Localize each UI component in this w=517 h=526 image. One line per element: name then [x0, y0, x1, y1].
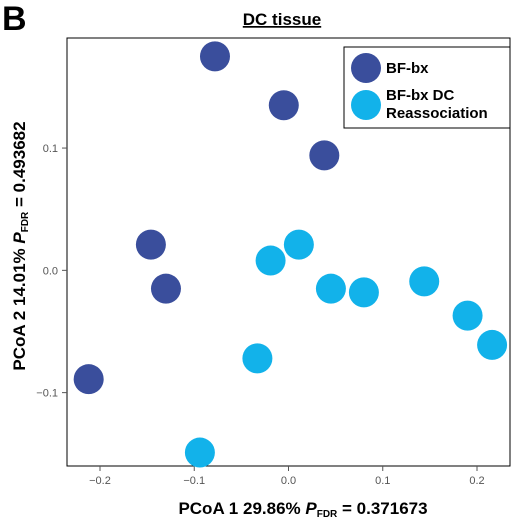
x-axis-label: PCoA 1 29.86% PFDR = 0.371673	[178, 499, 427, 520]
x-tick-label: 0.2	[469, 475, 484, 487]
y-tick-label: 0.0	[43, 265, 58, 277]
point-bf-bx-dc-reassociation	[452, 300, 483, 331]
y-tick-label: −0.1	[36, 388, 58, 400]
legend-label-bf-bx-dc-reassociation: BF-bx DC Reassociation	[386, 87, 488, 122]
point-bf-bx-dc-reassociation	[348, 277, 379, 308]
data-points	[73, 41, 508, 468]
legend-label-bf-bx: BF-bx	[386, 60, 429, 77]
x-tick-label: 0.0	[281, 475, 296, 487]
y-axis-label: PCoA 2 14.01% PFDR = 0.493682	[10, 121, 31, 370]
chart-title: DC tissue	[243, 10, 321, 29]
legend: BF-bx BF-bx DC Reassociation	[343, 46, 511, 129]
y-tick-label: 0.1	[43, 143, 58, 155]
legend-marker-bf-bx-dc-reassociation	[351, 90, 381, 120]
y-axis-ticks: −0.1 0.0 0.1	[36, 143, 67, 400]
x-tick-label: 0.1	[375, 475, 390, 487]
point-bf-bx-dc-reassociation	[283, 229, 314, 260]
point-bf-bx	[309, 140, 340, 171]
point-bf-bx	[150, 273, 181, 304]
x-tick-label: −0.1	[183, 475, 205, 487]
x-axis-ticks: −0.2 −0.1 0.0 0.1 0.2	[89, 466, 485, 487]
point-bf-bx	[268, 90, 299, 121]
point-bf-bx-dc-reassociation	[315, 273, 346, 304]
point-bf-bx-dc-reassociation	[409, 266, 440, 297]
point-bf-bx-dc-reassociation	[477, 329, 508, 360]
point-bf-bx	[135, 229, 166, 260]
legend-marker-bf-bx	[351, 53, 381, 83]
point-bf-bx	[73, 364, 104, 395]
point-bf-bx-dc-reassociation	[242, 343, 273, 374]
point-bf-bx	[199, 41, 230, 72]
point-bf-bx-dc-reassociation	[255, 245, 286, 276]
panel-letter: B	[2, 0, 27, 38]
point-bf-bx-dc-reassociation	[184, 437, 215, 468]
x-tick-label: −0.2	[89, 475, 111, 487]
